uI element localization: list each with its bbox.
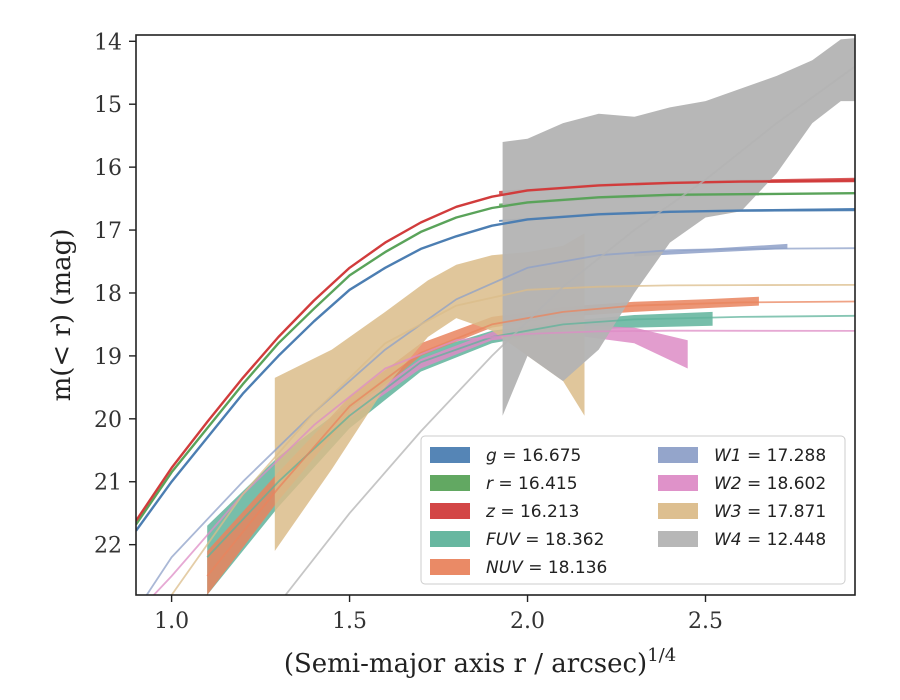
x-tick-label: 2.0 bbox=[510, 609, 545, 634]
y-tick-label: 22 bbox=[94, 534, 122, 559]
band-w4 bbox=[502, 38, 855, 416]
curve-w3 bbox=[170, 283, 855, 595]
x-axis-label: (Semi-major axis r / arcsec)1/4 bbox=[284, 645, 676, 679]
curve-layer bbox=[136, 65, 855, 595]
curve-g bbox=[136, 208, 855, 532]
x-axis: 1.0 1.5 2.0 2.5 bbox=[154, 595, 723, 634]
x-axis-label-text: (Semi-major axis r / arcsec) bbox=[284, 649, 647, 679]
legend-swatch-w4 bbox=[658, 531, 698, 547]
x-tick-label: 2.5 bbox=[688, 609, 723, 634]
y-tick-label: 18 bbox=[94, 282, 122, 307]
legend-swatch-z bbox=[430, 503, 470, 519]
y-tick-label: 15 bbox=[94, 93, 122, 118]
curve-z bbox=[136, 179, 855, 522]
legend-label-w2: W2 = 18.602 bbox=[714, 474, 826, 494]
legend-swatch-w2 bbox=[658, 475, 698, 491]
x-axis-label-exponent: 1/4 bbox=[647, 645, 676, 666]
legend-label-nuv: NUV = 18.136 bbox=[486, 558, 607, 578]
legend-box bbox=[420, 435, 846, 585]
legend-label-fuv: FUV = 18.362 bbox=[486, 530, 604, 550]
x-tick-label: 1.0 bbox=[154, 609, 189, 634]
band-w2 bbox=[349, 324, 688, 419]
curve-w2 bbox=[153, 329, 855, 595]
x-tick-label: 1.5 bbox=[332, 609, 367, 634]
legend-entries: g = 16.675 r = 16.415 z = 16.213 FUV = 18.3… bbox=[430, 446, 826, 578]
legend-label-w1: W1 = 17.288 bbox=[714, 446, 826, 466]
legend-label-g: g = 16.675 bbox=[486, 446, 581, 466]
legend-label-z: z = 16.213 bbox=[485, 502, 579, 522]
y-tick-label: 19 bbox=[94, 345, 122, 370]
legend-label-w3: W3 = 17.871 bbox=[714, 502, 826, 522]
legend-swatch-w1 bbox=[658, 447, 698, 463]
legend-label-w4: W4 = 12.448 bbox=[714, 530, 826, 550]
legend-swatch-g bbox=[430, 447, 470, 463]
curve-w1 bbox=[145, 247, 855, 595]
legend: g = 16.675 r = 16.415 z = 16.213 FUV = 18.3… bbox=[420, 435, 846, 585]
legend-swatch-w3 bbox=[658, 503, 698, 519]
y-axis-label: m(< r) (mag) bbox=[47, 229, 77, 402]
y-axis: 14 15 16 17 18 19 20 21 22 bbox=[94, 30, 136, 559]
curve-nuv bbox=[206, 300, 855, 577]
y-tick-label: 20 bbox=[94, 408, 122, 433]
y-tick-label: 16 bbox=[94, 156, 122, 181]
y-tick-label: 17 bbox=[94, 219, 122, 244]
curve-w4 bbox=[284, 65, 855, 595]
legend-swatch-nuv bbox=[430, 559, 470, 575]
legend-label-r: r = 16.415 bbox=[486, 474, 578, 494]
y-tick-label: 21 bbox=[94, 471, 122, 496]
legend-swatch-fuv bbox=[430, 531, 470, 547]
y-tick-label: 14 bbox=[94, 30, 122, 55]
curve-r bbox=[136, 192, 855, 526]
legend-swatch-r bbox=[430, 475, 470, 491]
plot-frame bbox=[135, 34, 856, 596]
